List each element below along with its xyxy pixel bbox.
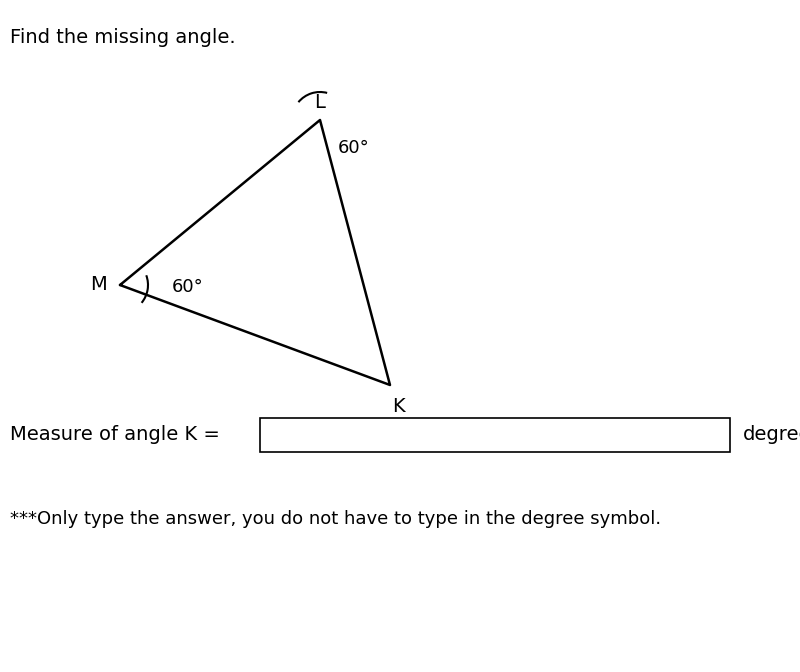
- Text: 60°: 60°: [338, 139, 370, 157]
- Text: Find the missing angle.: Find the missing angle.: [10, 28, 236, 47]
- Text: Measure of angle K =: Measure of angle K =: [10, 425, 220, 444]
- Text: ***Only type the answer, you do not have to type in the degree symbol.: ***Only type the answer, you do not have…: [10, 510, 661, 528]
- Text: degrees.: degrees.: [743, 425, 800, 444]
- Text: K: K: [392, 398, 404, 417]
- Text: L: L: [314, 93, 326, 112]
- Text: 60°: 60°: [172, 278, 204, 296]
- Text: M: M: [90, 276, 106, 294]
- Bar: [260, 418, 730, 452]
